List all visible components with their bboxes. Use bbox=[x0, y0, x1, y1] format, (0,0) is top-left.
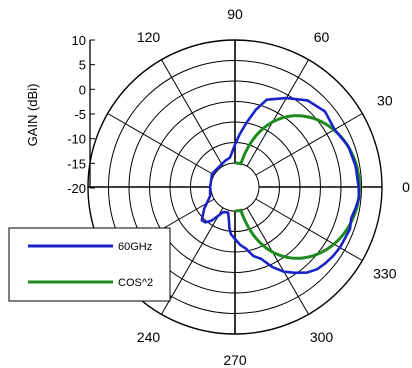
radial-tick-label: -15 bbox=[67, 156, 86, 171]
spoke-120 bbox=[161, 59, 224, 167]
radial-tick-label: 10 bbox=[72, 33, 86, 48]
angle-label-60: 60 bbox=[314, 29, 330, 45]
series-60ghz-line bbox=[200, 96, 361, 275]
radial-tick-label: -10 bbox=[67, 132, 86, 147]
spoke-240 bbox=[161, 207, 224, 315]
angle-label-330: 330 bbox=[373, 266, 397, 282]
legend: 60GHz COS^2 bbox=[8, 227, 171, 302]
angle-label-30: 30 bbox=[377, 93, 393, 109]
angle-label-0: 0 bbox=[402, 179, 410, 195]
radial-axis: 10 5 0 -5 -10 -15 -20 bbox=[67, 33, 95, 196]
angle-label-120: 120 bbox=[137, 29, 161, 45]
radial-tick-label: -20 bbox=[67, 181, 86, 196]
angle-label-90: 90 bbox=[227, 6, 243, 22]
legend-label-60ghz: 60GHz bbox=[118, 241, 152, 253]
legend-box bbox=[8, 227, 171, 302]
spoke-60 bbox=[246, 59, 309, 167]
series-curves bbox=[200, 96, 361, 275]
radial-tick-label: 5 bbox=[79, 58, 86, 73]
spoke-330 bbox=[255, 198, 363, 261]
spoke-300 bbox=[246, 207, 309, 315]
spoke-30 bbox=[255, 113, 363, 176]
radial-tick-label: 0 bbox=[79, 82, 86, 97]
angle-label-240: 240 bbox=[137, 329, 161, 345]
spoke-150 bbox=[107, 113, 215, 176]
radial-tick-label: -5 bbox=[74, 107, 86, 122]
angle-label-270: 270 bbox=[223, 352, 247, 368]
y-axis-label: GAIN (dBi) bbox=[25, 84, 40, 147]
grid-circle-m20 bbox=[210, 162, 260, 212]
legend-label-cos2: COS^2 bbox=[118, 277, 153, 289]
angle-label-300: 300 bbox=[310, 329, 334, 345]
